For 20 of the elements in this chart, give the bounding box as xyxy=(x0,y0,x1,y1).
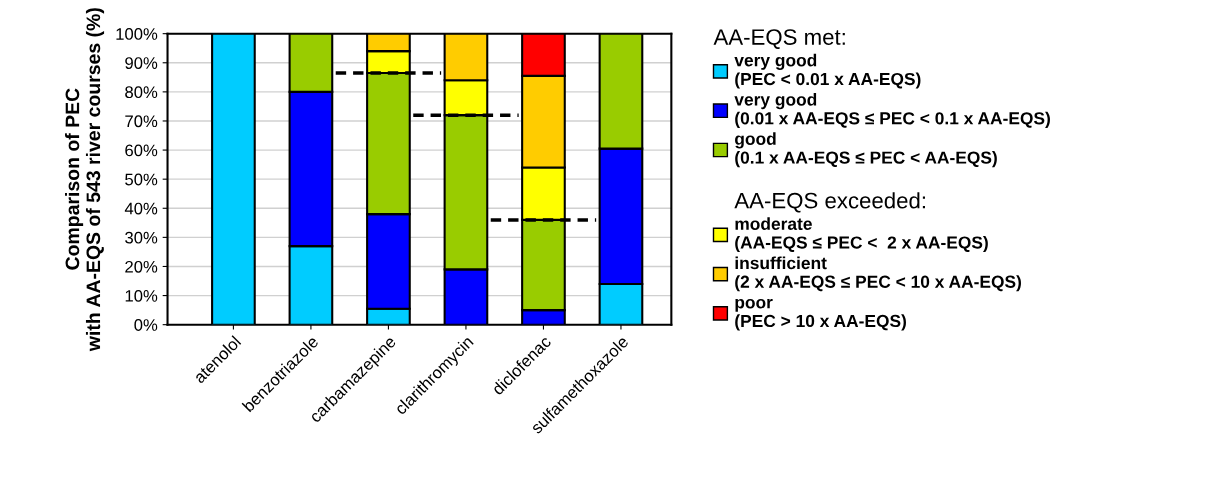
y-tick-label: 60% xyxy=(125,144,158,157)
y-tick-label: 80% xyxy=(125,86,158,99)
y-tick-label: 20% xyxy=(125,260,158,273)
legend-label: good (0.1 x AA-EQS ≤ PEC < AA-EQS) xyxy=(735,132,997,168)
legend-label: very good (PEC < 0.01 x AA-EQS) xyxy=(734,53,921,89)
y-axis-title: Comparison of PEC with AA-EQS of 543 river courses (%) xyxy=(65,8,105,352)
y-tick-label: 70% xyxy=(125,115,158,128)
legend-label: insufficient (2 x AA-EQS ≤ PEC < 10 x AA-EQS) xyxy=(735,256,1021,292)
y-tick-label: 0% xyxy=(134,319,158,331)
y-tick-label: 50% xyxy=(125,173,158,186)
y-tick-label: 40% xyxy=(124,202,158,215)
y-tick-label: 10% xyxy=(125,289,158,302)
legend-label: very good (0.01 x AA-EQS ≤ PEC < 0.1 x AA-EQS) xyxy=(734,92,1050,128)
y-tick-label: 100% xyxy=(116,28,158,40)
legend-title: AA-EQS met: xyxy=(713,29,845,49)
text: AA-EQS exceeded: xyxy=(734,192,925,213)
legend-label: moderate (AA-EQS ≤ PEC < 2 x AA-EQS) xyxy=(735,217,988,253)
y-tick-label: 30% xyxy=(125,231,158,244)
legend-label: poor (PEC > 10 x AA-EQS) xyxy=(735,298,906,331)
y-tick-label: 90% xyxy=(125,57,158,69)
